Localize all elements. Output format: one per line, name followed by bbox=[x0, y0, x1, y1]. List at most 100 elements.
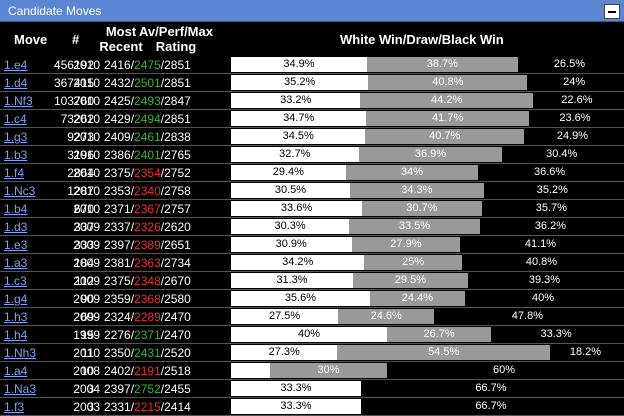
move-link[interactable]: 1.b4 bbox=[4, 202, 28, 216]
header-rating[interactable]: Av/Perf/Max Rating bbox=[139, 24, 213, 54]
white-win-segment: 40% bbox=[231, 327, 387, 342]
move-link[interactable]: 1.Nh3 bbox=[4, 346, 37, 360]
black-win-segment: 22.6% bbox=[532, 93, 621, 108]
perf-rating: 2289 bbox=[134, 310, 161, 324]
table-row: 1.Nf3 103760 2010 2425/2493/2847 33.2% 44.2% 2… bbox=[0, 92, 624, 110]
header-move[interactable]: Move bbox=[14, 32, 48, 47]
game-count: 456192 bbox=[53, 58, 94, 72]
perf-rating: 2363 bbox=[134, 256, 161, 270]
move-link[interactable]: 1.h3 bbox=[4, 310, 28, 324]
avg-rating: 2386 bbox=[104, 148, 131, 162]
max-rating: 2414 bbox=[164, 400, 191, 414]
collapse-icon[interactable] bbox=[604, 4, 620, 19]
rating-cell: 2350/2431/2520 bbox=[104, 346, 191, 360]
table-row: 1.Nc3 1287 2010 2353/2340/2758 30.5% 34.3% 35.… bbox=[0, 182, 624, 200]
move-link[interactable]: 1.f4 bbox=[4, 166, 25, 180]
wdb-bar: 35.6% 24.4% 40% bbox=[231, 291, 621, 306]
header-wdb[interactable]: White Win/Draw/Black Win bbox=[340, 32, 504, 47]
move-link[interactable]: 1.e4 bbox=[4, 58, 28, 72]
avg-rating: 2324 bbox=[104, 310, 131, 324]
table-row: 1.a3 184 2009 2381/2363/2734 34.2% 25% 40.8% bbox=[0, 254, 624, 272]
white-win-segment: 34.2% bbox=[231, 255, 365, 270]
white-win-segment: 30.5% bbox=[231, 183, 350, 198]
move-link[interactable]: 1.g4 bbox=[4, 292, 28, 306]
rating-cell: 2371/2367/2757 bbox=[104, 202, 191, 216]
perf-rating: 2340 bbox=[134, 184, 161, 198]
draw-segment-label: 27.9% bbox=[390, 238, 422, 250]
wdb-bar: 31.3% 29.5% 39.3% bbox=[231, 273, 621, 288]
rating-cell: 2402/2191/2518 bbox=[104, 364, 191, 378]
avg-rating: 2381 bbox=[104, 256, 131, 270]
max-rating: 2765 bbox=[164, 148, 191, 162]
move-link[interactable]: 1.Nc3 bbox=[4, 184, 36, 198]
move-link[interactable]: 1.h4 bbox=[4, 328, 28, 342]
move-link[interactable]: 1.d4 bbox=[4, 76, 28, 90]
game-count: 3196 bbox=[67, 148, 94, 162]
rating-cell: 2381/2363/2734 bbox=[104, 256, 191, 270]
white-win-segment: 27.5% bbox=[231, 309, 339, 324]
wdb-bar: 30.9% 27.9% 41.1% bbox=[231, 237, 621, 252]
black-win-segment-label: 35.7% bbox=[535, 202, 567, 214]
draw-segment-label: 36.9% bbox=[414, 148, 447, 160]
perf-rating: 2752 bbox=[134, 382, 161, 396]
max-rating: 2455 bbox=[164, 382, 191, 396]
rating-cell: 2432/2501/2851 bbox=[104, 76, 191, 90]
game-count: 11 bbox=[81, 346, 94, 360]
avg-rating: 2331 bbox=[104, 400, 131, 414]
black-win-segment: 66.7% bbox=[360, 381, 621, 396]
header-count[interactable]: # bbox=[72, 32, 80, 47]
game-count: 112 bbox=[74, 274, 94, 288]
rating-cell: 2416/2475/2851 bbox=[104, 58, 191, 72]
move-link[interactable]: 1.g3 bbox=[4, 130, 28, 144]
move-link[interactable]: 1.f3 bbox=[4, 400, 25, 414]
draw-segment: 40.8% bbox=[368, 75, 528, 90]
move-link[interactable]: 1.e3 bbox=[4, 238, 28, 252]
move-link[interactable]: 1.Nf3 bbox=[4, 94, 33, 108]
move-link[interactable]: 1.c3 bbox=[4, 274, 27, 288]
draw-segment: 44.2% bbox=[360, 93, 533, 108]
black-win-segment-label: 66.7% bbox=[475, 382, 507, 394]
white-win-segment-label: 33.6% bbox=[280, 202, 313, 214]
max-rating: 2470 bbox=[164, 310, 191, 324]
white-win-segment: 35.2% bbox=[231, 75, 369, 90]
draw-segment-label: 24.6% bbox=[370, 310, 402, 322]
wdb-bar: 27.3% 54.5% 18.2% bbox=[231, 345, 621, 360]
table-row: 1.f4 2864 2010 2375/2354/2752 29.4% 34% 36.6% bbox=[0, 164, 624, 182]
draw-segment-label: 30% bbox=[317, 364, 340, 376]
draw-segment: 34% bbox=[345, 165, 479, 180]
game-count: 9273 bbox=[67, 130, 94, 144]
game-count: 90 bbox=[80, 292, 94, 306]
move-link[interactable]: 1.a4 bbox=[4, 364, 28, 378]
move-link[interactable]: 1.Na3 bbox=[4, 382, 37, 396]
perf-rating: 2326 bbox=[134, 220, 161, 234]
draw-segment-label: 40.8% bbox=[432, 76, 464, 88]
move-link[interactable]: 1.b3 bbox=[4, 148, 28, 162]
game-count: 333 bbox=[73, 238, 94, 252]
perf-rating: 2389 bbox=[134, 238, 161, 252]
game-count: 10 bbox=[80, 364, 94, 378]
draw-segment: 30% bbox=[270, 363, 387, 378]
move-link[interactable]: 1.a3 bbox=[4, 256, 28, 270]
draw-segment: 24.6% bbox=[338, 309, 435, 324]
game-count: 3 bbox=[87, 400, 94, 414]
most-recent-year: 2009 bbox=[73, 238, 100, 252]
black-win-segment-label: 30.4% bbox=[546, 148, 578, 160]
most-recent-year: 2010 bbox=[73, 130, 100, 144]
avg-rating: 2409 bbox=[104, 130, 131, 144]
most-recent-year: 2010 bbox=[73, 346, 100, 360]
rating-cell: 2409/2461/2838 bbox=[104, 130, 191, 144]
max-rating: 2758 bbox=[164, 184, 191, 198]
black-win-segment-label: 41.1% bbox=[524, 238, 557, 250]
move-link[interactable]: 1.c4 bbox=[4, 112, 27, 126]
move-link[interactable]: 1.d3 bbox=[4, 220, 28, 234]
black-win-segment: 35.2% bbox=[483, 183, 621, 198]
table-row: 1.e3 333 2009 2397/2389/2651 30.9% 27.9% 41.1% bbox=[0, 236, 624, 254]
black-win-segment: 47.8% bbox=[434, 309, 621, 324]
white-win-segment-label: 27.3% bbox=[268, 346, 300, 358]
black-win-segment-label: 24.9% bbox=[556, 130, 589, 142]
avg-rating: 2402 bbox=[104, 364, 131, 378]
white-win-segment-label: 27.5% bbox=[269, 310, 301, 322]
header-most-recent[interactable]: Most Recent bbox=[99, 24, 143, 54]
draw-segment-label: 25% bbox=[402, 256, 425, 268]
